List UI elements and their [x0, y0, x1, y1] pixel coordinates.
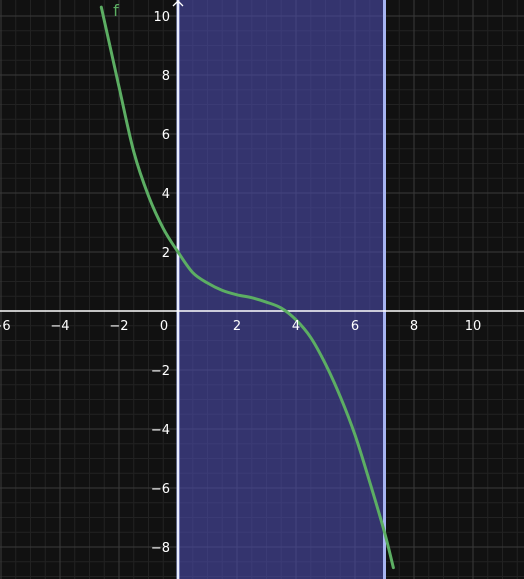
x-tick-label: 6: [351, 319, 359, 334]
y-tick-label: −2: [151, 364, 170, 379]
x-tick-label: 0: [160, 319, 168, 334]
y-tick-label: 10: [153, 10, 170, 25]
x-tick-label: 10: [465, 319, 482, 334]
y-tick-label: −4: [151, 423, 170, 438]
shaded-region: [176, 0, 386, 579]
x-tick-label: −6: [0, 319, 11, 334]
y-tick-label: 4: [162, 187, 170, 202]
y-axis-arrow: [172, 0, 184, 7]
y-tick-label: 6: [162, 128, 170, 143]
y-tick-label: 2: [162, 246, 170, 261]
curve-group: [99, 5, 395, 570]
y-tick-label: 8: [162, 69, 170, 84]
y-tick-label: −8: [151, 541, 170, 556]
series-label-f: f: [113, 1, 119, 20]
x-tick-label: 8: [410, 319, 418, 334]
x-tick-label: 4: [292, 319, 300, 334]
x-tick-label: 2: [233, 319, 241, 334]
tick-labels: −6 −4 −2 0 2 4 6 8 10 10 8 6 4 2 −2 −4 −6 −8: [0, 10, 481, 556]
x-tick-label: −2: [109, 319, 128, 334]
series-line-f[interactable]: [99, 5, 395, 570]
y-tick-label: −6: [151, 482, 170, 497]
x-tick-label: −4: [50, 319, 69, 334]
shaded-interval: [178, 0, 385, 579]
curve-labels: f: [113, 1, 119, 20]
